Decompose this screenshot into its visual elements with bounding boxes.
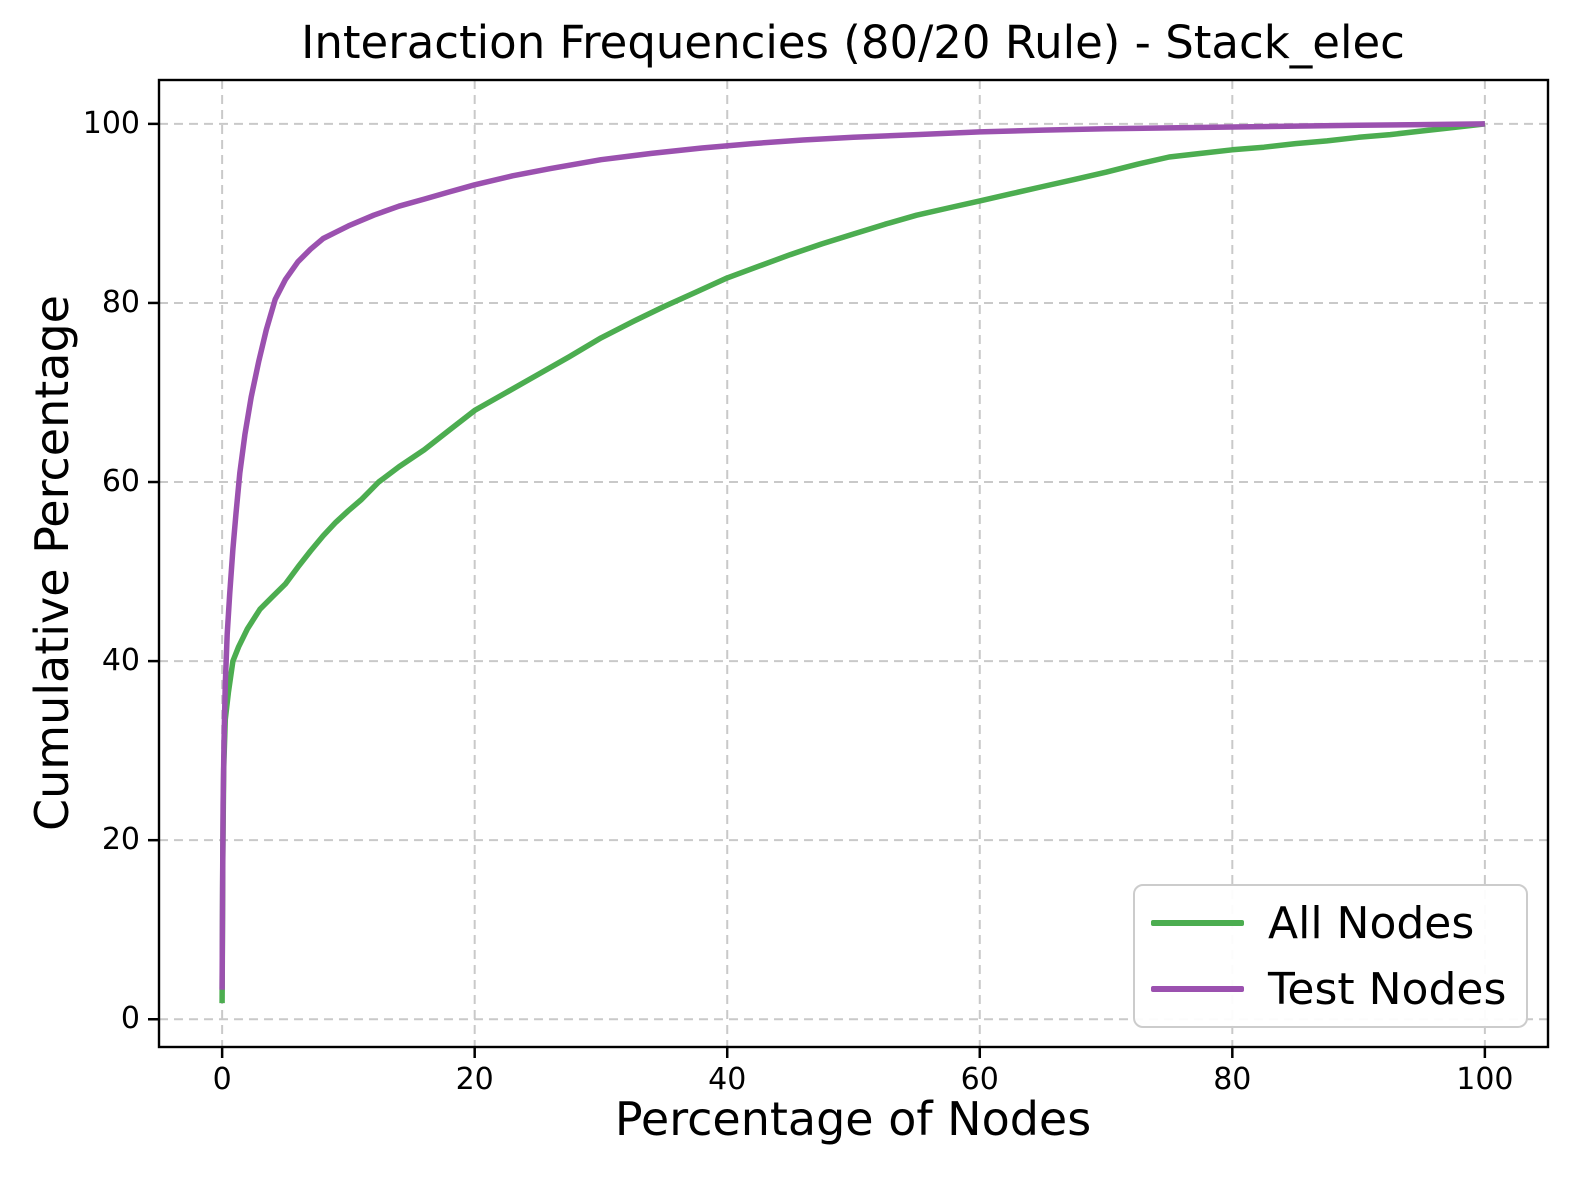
x-tick-label: 40 <box>708 1062 747 1097</box>
y-tick-label: 20 <box>101 822 140 858</box>
chart-title: Interaction Frequencies (80/20 Rule) - S… <box>301 16 1405 69</box>
y-tick-label: 80 <box>101 284 140 320</box>
legend-label: All Nodes <box>1268 897 1475 949</box>
x-tick-label: 20 <box>455 1062 494 1097</box>
test-nodes-line-swatch <box>1151 986 1244 992</box>
legend-item-all-nodes: All Nodes <box>1151 897 1526 949</box>
plot-border <box>157 78 1550 1049</box>
gridlines <box>159 80 1548 1047</box>
legend: All Nodes Test Nodes <box>1133 884 1528 1028</box>
y-tick-label: 40 <box>101 643 140 679</box>
axis-ticks <box>148 122 1487 1058</box>
series-line-test-nodes <box>219 121 1485 990</box>
y-tick-label: 100 <box>82 105 140 141</box>
y-tick-label: 0 <box>120 1001 140 1037</box>
x-tick-label: 60 <box>960 1062 999 1097</box>
legend-item-test-nodes: Test Nodes <box>1151 963 1526 1015</box>
all-nodes-line-swatch <box>1151 920 1244 926</box>
series-line-all-nodes <box>219 121 1486 1004</box>
x-axis-label: Percentage of Nodes <box>614 1092 1092 1146</box>
x-tick-label: 80 <box>1213 1062 1252 1097</box>
y-axis-label: Cumulative Percentage <box>25 295 79 831</box>
legend-label: Test Nodes <box>1268 963 1507 1015</box>
x-tick-label: 0 <box>212 1062 232 1097</box>
x-tick-label: 100 <box>1456 1062 1514 1097</box>
series-lines <box>219 121 1486 1004</box>
y-tick-label: 60 <box>101 464 140 500</box>
